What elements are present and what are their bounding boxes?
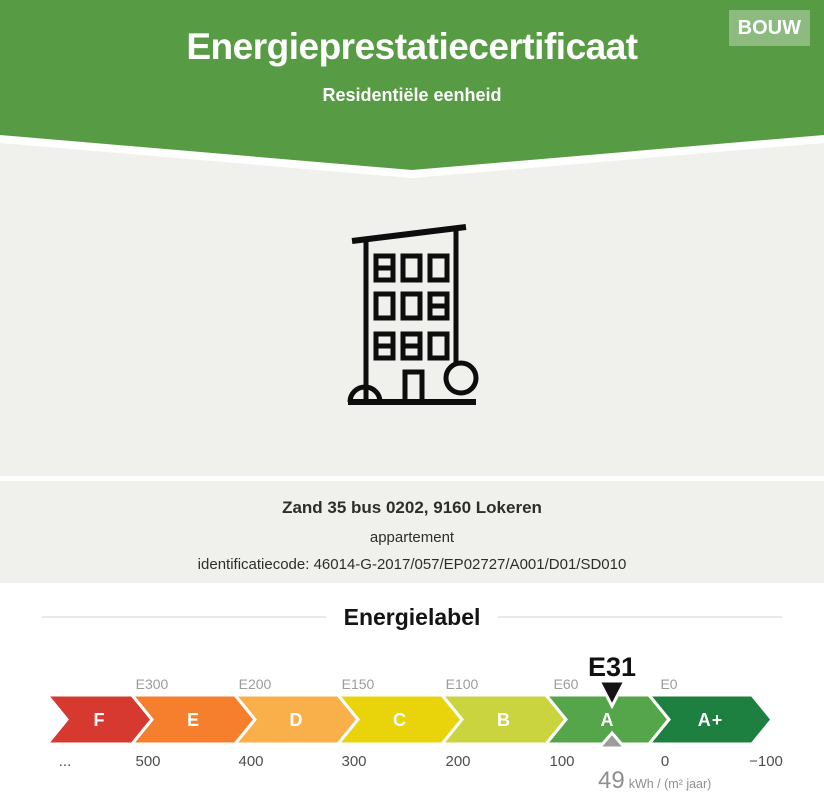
apartment-building-icon xyxy=(347,224,479,405)
segment-letter: F xyxy=(94,710,106,730)
kwh-axis-label: ... xyxy=(59,753,72,770)
marker-triangle-down-icon xyxy=(596,679,628,710)
page-title: Energieprestatiecertificaat xyxy=(186,26,638,67)
segment-letter: A+ xyxy=(698,710,724,730)
kwh-axis-label: 400 xyxy=(238,753,263,770)
segment-letter: C xyxy=(393,710,407,730)
segment-letter: B xyxy=(497,710,511,730)
kwh-axis-label: 300 xyxy=(341,753,366,770)
kwh-axis-label: 500 xyxy=(135,753,160,770)
segment-letter: E xyxy=(187,710,200,730)
epeil-boundary-label: E60 xyxy=(554,676,579,692)
energielabel-title: Energielabel xyxy=(343,603,481,630)
scale-segment-A+ xyxy=(645,693,774,746)
kwh-axis-label: 200 xyxy=(445,753,470,770)
kwh-axis-label: −100 xyxy=(749,753,783,770)
epeil-boundary-label: E100 xyxy=(446,676,479,692)
epeil-boundary-label: E150 xyxy=(342,676,375,692)
bouw-badge: BOUW xyxy=(728,10,810,46)
property-address: Zand 35 bus 0202, 9160 Lokeren xyxy=(282,498,542,517)
heading-rule-right xyxy=(498,616,782,618)
heading-rule-left xyxy=(42,616,326,618)
certificate-header: Energieprestatiecertificaat Residentiële… xyxy=(0,0,824,170)
marker-triangle-up-icon xyxy=(595,730,629,750)
kwh-axis-label: 100 xyxy=(549,753,574,770)
segment-letter: D xyxy=(290,710,304,730)
segment-letter: A xyxy=(601,710,615,730)
energielabel-heading-row: Energielabel xyxy=(0,601,824,633)
property-type: appartement xyxy=(369,529,455,546)
epeil-boundary-label: E300 xyxy=(136,676,169,692)
building-illustration-section xyxy=(0,143,824,476)
epeil-boundary-label: E200 xyxy=(239,676,272,692)
epeil-marker-label: E31 xyxy=(588,652,636,682)
kwh-value-line: 49 kWh / (m² jaar) xyxy=(598,767,711,793)
page-subtitle: Residentiële eenheid xyxy=(322,85,502,105)
energy-scale-chart: F E D C B A A+ E300 E200 E150 E100 E60 E0... 500 400 30… xyxy=(0,645,824,793)
energy-scale-svg: F E D C B A A+ E300 E200 E150 E100 E60 E0... 500 400 30… xyxy=(43,652,783,793)
property-info-section: Zand 35 bus 0202, 9160 Lokeren apparteme… xyxy=(0,481,824,583)
epeil-boundary-label: E0 xyxy=(660,676,677,692)
identification-code: identificatiecode: 46014-G-2017/057/EP02… xyxy=(197,556,627,573)
kwh-axis-label: 0 xyxy=(661,753,669,770)
